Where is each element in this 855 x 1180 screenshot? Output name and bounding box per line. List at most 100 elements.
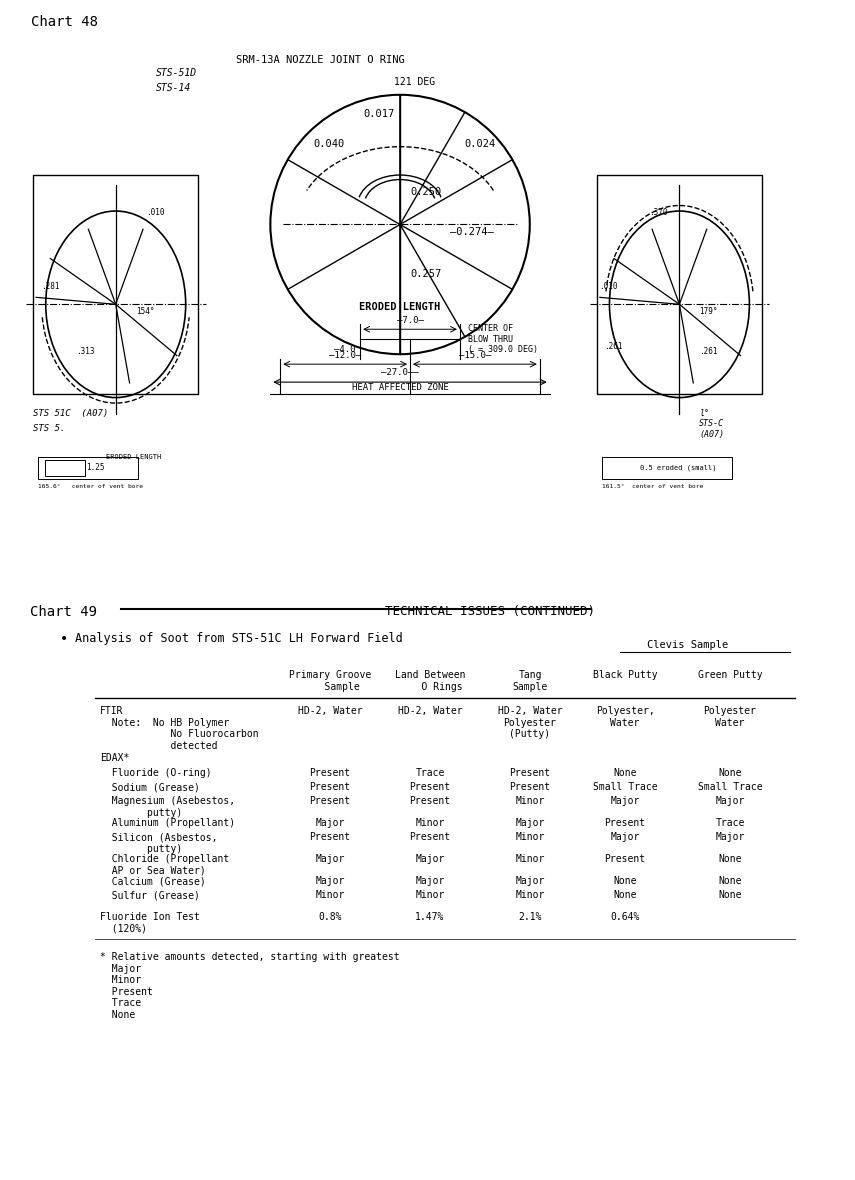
Text: None: None (613, 890, 637, 900)
Text: Major: Major (315, 854, 345, 864)
Text: Sodium (Grease): Sodium (Grease) (100, 782, 200, 792)
Text: Major: Major (610, 796, 640, 806)
Text: Chart 49: Chart 49 (30, 605, 97, 620)
Text: Present: Present (410, 796, 451, 806)
Text: Fluoride Ion Test
  (120%): Fluoride Ion Test (120%) (100, 912, 200, 933)
Text: Major: Major (315, 876, 345, 886)
Text: Trace: Trace (416, 768, 445, 778)
Text: Trace: Trace (716, 818, 745, 828)
Text: Present: Present (410, 782, 451, 792)
Text: Minor: Minor (516, 832, 545, 843)
Text: Small Trace: Small Trace (698, 782, 763, 792)
Bar (602, 457, 732, 479)
Text: Minor: Minor (516, 890, 545, 900)
Text: STS-51D: STS-51D (156, 67, 197, 78)
Text: Major: Major (315, 818, 345, 828)
Text: Land Between
    O Rings: Land Between O Rings (395, 670, 465, 691)
Text: 0.5 eroded (small): 0.5 eroded (small) (640, 465, 716, 471)
Text: Major: Major (516, 876, 545, 886)
Text: Present: Present (510, 782, 551, 792)
Text: 0.250: 0.250 (410, 188, 441, 197)
Text: Sulfur (Grease): Sulfur (Grease) (100, 890, 200, 900)
Bar (45, 460, 86, 476)
Text: CENTER OF
BLOW THRU
( = 309.0 DEG): CENTER OF BLOW THRU ( = 309.0 DEG) (468, 324, 538, 354)
Text: —4.0: —4.0 (333, 345, 355, 354)
Text: None: None (718, 854, 742, 864)
Text: HD-2, Water: HD-2, Water (398, 706, 463, 716)
Text: Fluoride (O-ring): Fluoride (O-ring) (100, 768, 212, 778)
Text: Tang
Sample: Tang Sample (512, 670, 547, 691)
Text: Minor: Minor (416, 890, 445, 900)
Text: HD-2, Water: HD-2, Water (298, 706, 363, 716)
Text: Silicon (Asbestos,
        putty): Silicon (Asbestos, putty) (100, 832, 217, 853)
Text: 0.040: 0.040 (313, 139, 345, 149)
Text: Green Putty: Green Putty (698, 670, 763, 680)
Text: STS-14: STS-14 (156, 83, 191, 93)
Text: 154°: 154° (136, 307, 154, 316)
Text: Chart 48: Chart 48 (31, 15, 98, 30)
Text: 1.25: 1.25 (86, 464, 104, 472)
Text: STS 5.: STS 5. (33, 424, 66, 433)
Text: 165.6°   center of vent bore: 165.6° center of vent bore (38, 484, 144, 489)
Text: Major: Major (716, 796, 745, 806)
Text: Small Trace: Small Trace (593, 782, 657, 792)
Text: .261: .261 (699, 347, 718, 356)
Text: Clevis Sample: Clevis Sample (647, 640, 728, 650)
Text: 161.5°  center of vent bore: 161.5° center of vent bore (602, 484, 704, 489)
Bar (33, 175, 198, 394)
Text: None: None (718, 890, 742, 900)
Text: Present: Present (310, 796, 351, 806)
Text: .370: .370 (650, 208, 668, 216)
Text: 1.47%: 1.47% (416, 912, 445, 922)
Text: Minor: Minor (315, 890, 345, 900)
Text: STS 51C  (A07): STS 51C (A07) (33, 409, 109, 418)
Text: SRM-13A NOZZLE JOINT O RING: SRM-13A NOZZLE JOINT O RING (236, 55, 404, 65)
Text: Polyester
Water: Polyester Water (704, 706, 757, 728)
Text: 0.8%: 0.8% (318, 912, 342, 922)
Text: Major: Major (516, 818, 545, 828)
Text: Present: Present (604, 818, 646, 828)
Text: Magnesium (Asebestos,
        putty): Magnesium (Asebestos, putty) (100, 796, 235, 818)
Text: .281: .281 (41, 282, 59, 291)
Text: Calcium (Grease): Calcium (Grease) (100, 876, 206, 886)
Text: Primary Groove
    Sample: Primary Groove Sample (289, 670, 371, 691)
Text: Present: Present (310, 768, 351, 778)
Bar (597, 175, 762, 394)
Text: 0.017: 0.017 (364, 110, 395, 119)
Text: —7.0—: —7.0— (397, 316, 423, 326)
Text: * Relative amounts detected, starting with greatest
  Major
  Minor
  Present
  : * Relative amounts detected, starting wi… (100, 952, 399, 1020)
Text: Chloride (Propellant
  AP or Sea Water): Chloride (Propellant AP or Sea Water) (100, 854, 229, 876)
Text: Present: Present (310, 832, 351, 843)
Text: Major: Major (716, 832, 745, 843)
Text: .010: .010 (145, 208, 164, 216)
Text: 0.024: 0.024 (465, 139, 496, 149)
Text: —27.0——: —27.0—— (381, 368, 419, 378)
Text: Major: Major (416, 876, 445, 886)
Text: Black Putty: Black Putty (593, 670, 657, 680)
Text: Minor: Minor (516, 854, 545, 864)
Text: ERODED LENGTH: ERODED LENGTH (106, 454, 161, 460)
Text: 179°: 179° (699, 307, 718, 316)
Text: Polyester,
Water: Polyester, Water (596, 706, 654, 728)
Text: 0.257: 0.257 (410, 269, 441, 278)
Text: ERODED LENGTH: ERODED LENGTH (359, 302, 440, 313)
Text: None: None (718, 768, 742, 778)
Text: Present: Present (510, 768, 551, 778)
Text: Present: Present (410, 832, 451, 843)
Text: Analysis of Soot from STS-51C LH Forward Field: Analysis of Soot from STS-51C LH Forward… (75, 632, 403, 645)
Text: FTIR
  Note:  No HB Polymer
            No Fluorocarbon
            detected: FTIR Note: No HB Polymer No Fluorocarbon… (100, 706, 258, 750)
Text: None: None (613, 876, 637, 886)
Text: Present: Present (604, 854, 646, 864)
Text: l°
STS-C
(A07): l° STS-C (A07) (699, 409, 724, 439)
Text: —12.0—: —12.0— (329, 352, 362, 360)
Text: HEAT AFFECTED ZONE: HEAT AFFECTED ZONE (351, 384, 448, 392)
Text: 2.1%: 2.1% (518, 912, 542, 922)
Text: Present: Present (310, 782, 351, 792)
Text: None: None (718, 876, 742, 886)
Text: Major: Major (610, 832, 640, 843)
Text: TECHNICAL ISSUES (CONTINUED): TECHNICAL ISSUES (CONTINUED) (385, 605, 595, 618)
Text: •: • (60, 632, 68, 645)
Text: None: None (613, 768, 637, 778)
Text: Minor: Minor (416, 818, 445, 828)
Text: EDAX*: EDAX* (100, 753, 129, 763)
